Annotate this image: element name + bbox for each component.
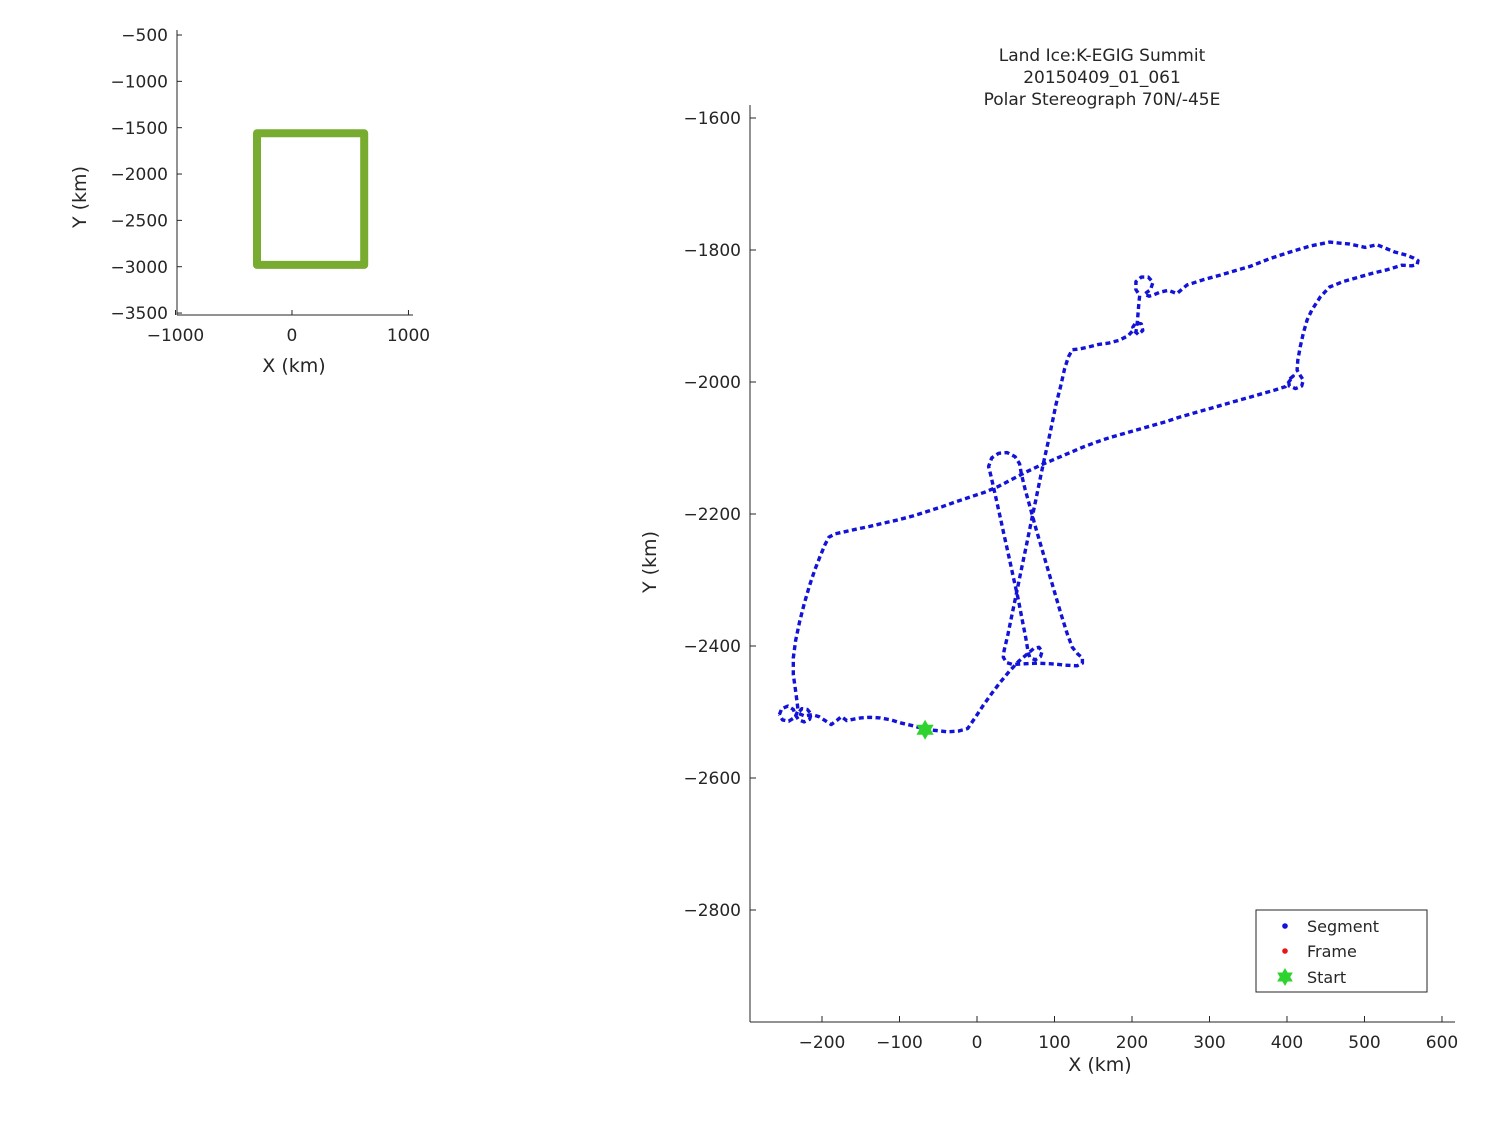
x-tick-label: 0 (287, 326, 298, 346)
y-tick-label: −500 (121, 26, 168, 46)
main-plot: −200 −100 0 100 200 300 400 500 600 −1600 −1800 −20… (683, 105, 1458, 1053)
legend-box: Segment Frame Start (1255, 909, 1428, 993)
x-tick-label: 1000 (387, 326, 430, 346)
x-tick-label: 600 (1426, 1033, 1458, 1053)
x-tick-label: −1000 (147, 326, 205, 346)
main-title-line-1: Land Ice:K-EGIG Summit (999, 46, 1206, 66)
x-tick-label: 500 (1348, 1033, 1380, 1053)
x-tick-label: 300 (1193, 1033, 1225, 1053)
main-x-axis-label: X (km) (1068, 1054, 1131, 1076)
x-tick-label: 0 (972, 1033, 983, 1053)
main-y-axis-label: Y (km) (639, 531, 661, 594)
main-title-line-2: 20150409_01_061 (1023, 68, 1181, 88)
legend-frame-marker-icon (1282, 948, 1288, 954)
segment-path (777, 240, 1420, 734)
start-marker (916, 719, 934, 740)
y-tick-label: −2000 (683, 373, 741, 393)
legend-segment-marker-icon (1282, 923, 1288, 929)
y-tick-label: −2400 (683, 637, 741, 657)
overview-plot: −1000 0 1000 −500 −1000 −1500 −2000 −2500 −3000 −… (110, 26, 430, 346)
overview-x-axis-label: X (km) (262, 355, 325, 377)
y-tick-label: −2500 (110, 211, 168, 231)
x-tick-label: −100 (876, 1033, 923, 1053)
legend-start-label: Start (1307, 968, 1346, 987)
y-tick-label: −3500 (110, 304, 168, 324)
legend-frame-label: Frame (1307, 942, 1357, 961)
y-tick-label: −1800 (683, 241, 741, 261)
y-tick-label: −1500 (110, 119, 168, 139)
x-tick-label: −200 (799, 1033, 846, 1053)
main-title-line-3: Polar Stereograph 70N/-45E (984, 90, 1221, 110)
flight-extent-box (253, 129, 369, 269)
legend-start-marker-icon (1277, 968, 1293, 986)
legend-segment-label: Segment (1307, 917, 1379, 936)
y-tick-label: −2800 (683, 901, 741, 921)
x-tick-label: 200 (1116, 1033, 1148, 1053)
overview-y-axis-label: Y (km) (69, 166, 91, 229)
y-tick-label: −1000 (110, 72, 168, 92)
x-tick-label: 100 (1038, 1033, 1070, 1053)
y-tick-label: −3000 (110, 258, 168, 278)
y-tick-label: −2200 (683, 505, 741, 525)
y-tick-label: −2600 (683, 769, 741, 789)
y-tick-label: −1600 (683, 109, 741, 129)
y-tick-label: −2000 (110, 165, 168, 185)
x-tick-label: 400 (1271, 1033, 1303, 1053)
